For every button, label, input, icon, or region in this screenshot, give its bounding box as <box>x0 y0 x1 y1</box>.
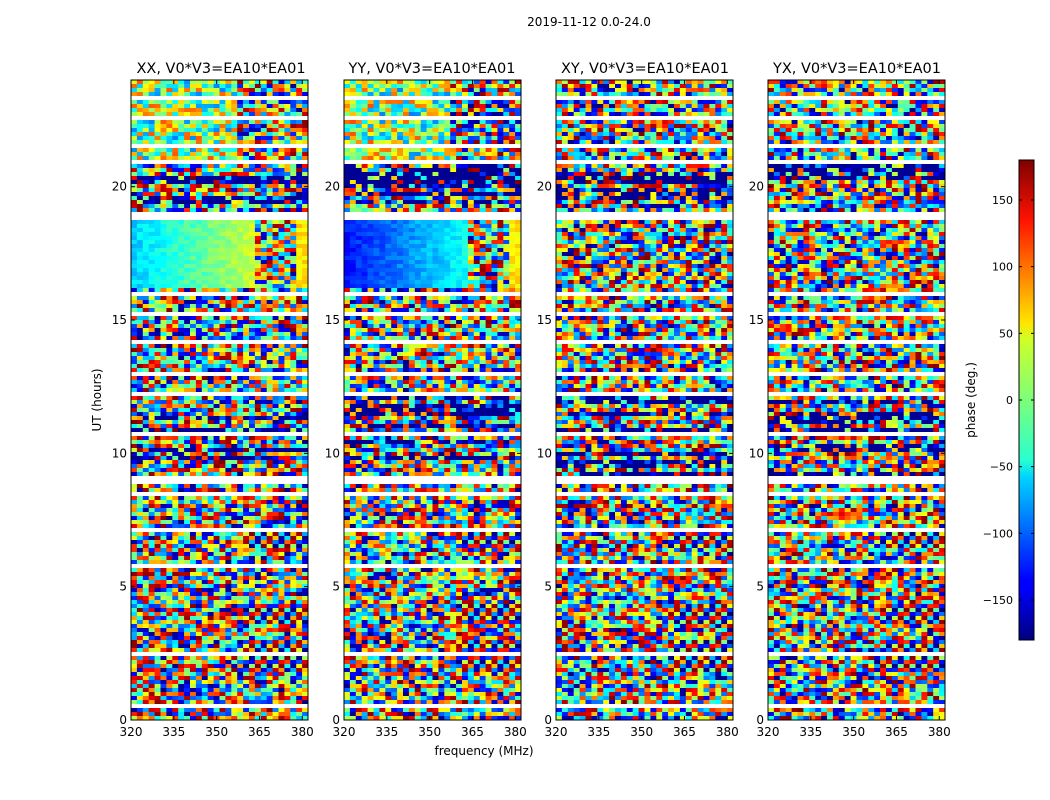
colorbar-label: phase (deg.) <box>964 362 978 438</box>
x-tick-label: 335 <box>162 725 185 739</box>
y-tick-label: 10 <box>537 446 552 460</box>
x-tick-label: 365 <box>885 725 908 739</box>
figure-xlabel: frequency (MHz) <box>434 744 533 758</box>
y-tick-label: 0 <box>119 713 127 727</box>
x-tick-label: 335 <box>799 725 822 739</box>
figure-suptitle: 2019-11-12 0.0-24.0 <box>527 15 651 29</box>
panel-yx: YX, V0*V3=EA10*EA01 320 335 350 365 380 0 5 10 1… <box>749 61 951 739</box>
colorbar-tick-label: −150 <box>983 594 1013 607</box>
heatmap-cells <box>131 80 308 720</box>
y-tick-label: 0 <box>544 713 552 727</box>
y-tick-label: 5 <box>756 580 764 594</box>
x-tick-label: 350 <box>630 725 653 739</box>
panel-xy: XY, V0*V3=EA10*EA01 320 335 350 365 380 0 5 10 1… <box>537 61 739 739</box>
y-tick-label: 15 <box>749 313 764 327</box>
colorbar-tick-label: 50 <box>999 327 1013 340</box>
x-tick-label: 380 <box>928 725 951 739</box>
colorbar-tick-label: 100 <box>992 261 1013 274</box>
figure-ylabel: UT (hours) <box>90 368 104 431</box>
x-tick-label: 380 <box>504 725 527 739</box>
y-tick-label: 15 <box>325 313 340 327</box>
x-tick-label: 380 <box>291 725 314 739</box>
x-tick-label: 320 <box>545 725 568 739</box>
y-tick-label: 0 <box>332 713 340 727</box>
colorbar-tick-label: 150 <box>992 194 1013 207</box>
heatmap-cells <box>344 80 521 720</box>
plot-frame <box>343 79 522 721</box>
y-tick-label: 10 <box>325 446 340 460</box>
y-tick-label: 10 <box>112 446 127 460</box>
x-tick-label: 335 <box>587 725 610 739</box>
x-tick-label: 320 <box>757 725 780 739</box>
panel-title: YY, V0*V3=EA10*EA01 <box>348 61 516 77</box>
x-tick-label: 350 <box>418 725 441 739</box>
y-tick-label: 15 <box>537 313 552 327</box>
y-tick-label: 20 <box>112 180 127 194</box>
x-tick-label: 365 <box>248 725 271 739</box>
panel-yy: YY, V0*V3=EA10*EA01 320 335 350 365 380 0 5 10 1… <box>325 61 527 739</box>
x-tick-label: 320 <box>120 725 143 739</box>
x-tick-label: 365 <box>673 725 696 739</box>
heatmap-cells <box>556 80 733 720</box>
y-tick-label: 20 <box>537 180 552 194</box>
y-tick-label: 15 <box>112 313 127 327</box>
y-tick-label: 5 <box>119 580 127 594</box>
y-tick-label: 5 <box>544 580 552 594</box>
colorbar-tick-label: −100 <box>983 527 1013 540</box>
y-tick-label: 20 <box>749 180 764 194</box>
x-tick-label: 335 <box>375 725 398 739</box>
x-tick-label: 350 <box>842 725 865 739</box>
heatmap-cells <box>768 80 945 720</box>
panel-title: YX, V0*V3=EA10*EA01 <box>772 61 941 77</box>
plot-frame <box>767 79 946 721</box>
panel-title: XX, V0*V3=EA10*EA01 <box>136 61 305 77</box>
panel-title: XY, V0*V3=EA10*EA01 <box>561 61 729 77</box>
colorbar-tick-label: 0 <box>1006 394 1013 407</box>
y-tick-label: 0 <box>756 713 764 727</box>
plot-frame <box>555 79 734 721</box>
x-tick-label: 365 <box>461 725 484 739</box>
x-tick-label: 320 <box>333 725 356 739</box>
panel-xx: XX, V0*V3=EA10*EA01 320 335 350 365 380 0 5 10 1… <box>112 61 314 739</box>
x-tick-label: 350 <box>205 725 228 739</box>
x-tick-label: 380 <box>716 725 739 739</box>
colorbar: phase (deg.) 150 100 50 0 −50 −100 −150 <box>964 159 1035 641</box>
y-tick-label: 10 <box>749 446 764 460</box>
y-tick-label: 20 <box>325 180 340 194</box>
colorbar-tick-label: −50 <box>990 461 1013 474</box>
plot-frame <box>130 79 309 721</box>
y-tick-label: 5 <box>332 580 340 594</box>
